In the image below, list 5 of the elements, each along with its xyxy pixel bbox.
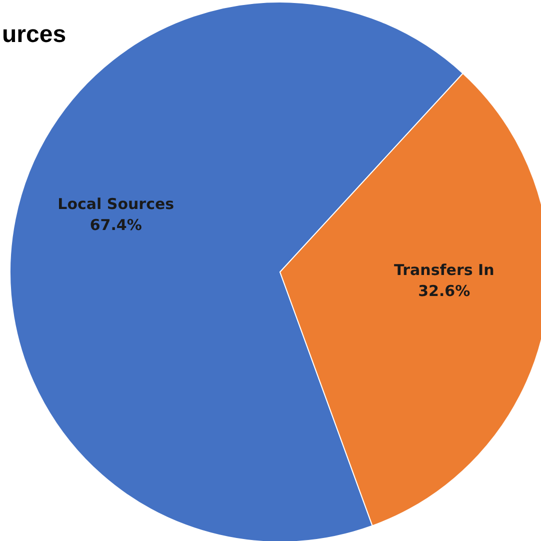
slice-label: Local Sources <box>58 195 174 214</box>
data-label: 67.4% <box>90 216 142 234</box>
slice-label: Transfers In <box>394 260 494 279</box>
data-label: 32.6% <box>418 282 470 300</box>
text: urces <box>2 21 66 48</box>
